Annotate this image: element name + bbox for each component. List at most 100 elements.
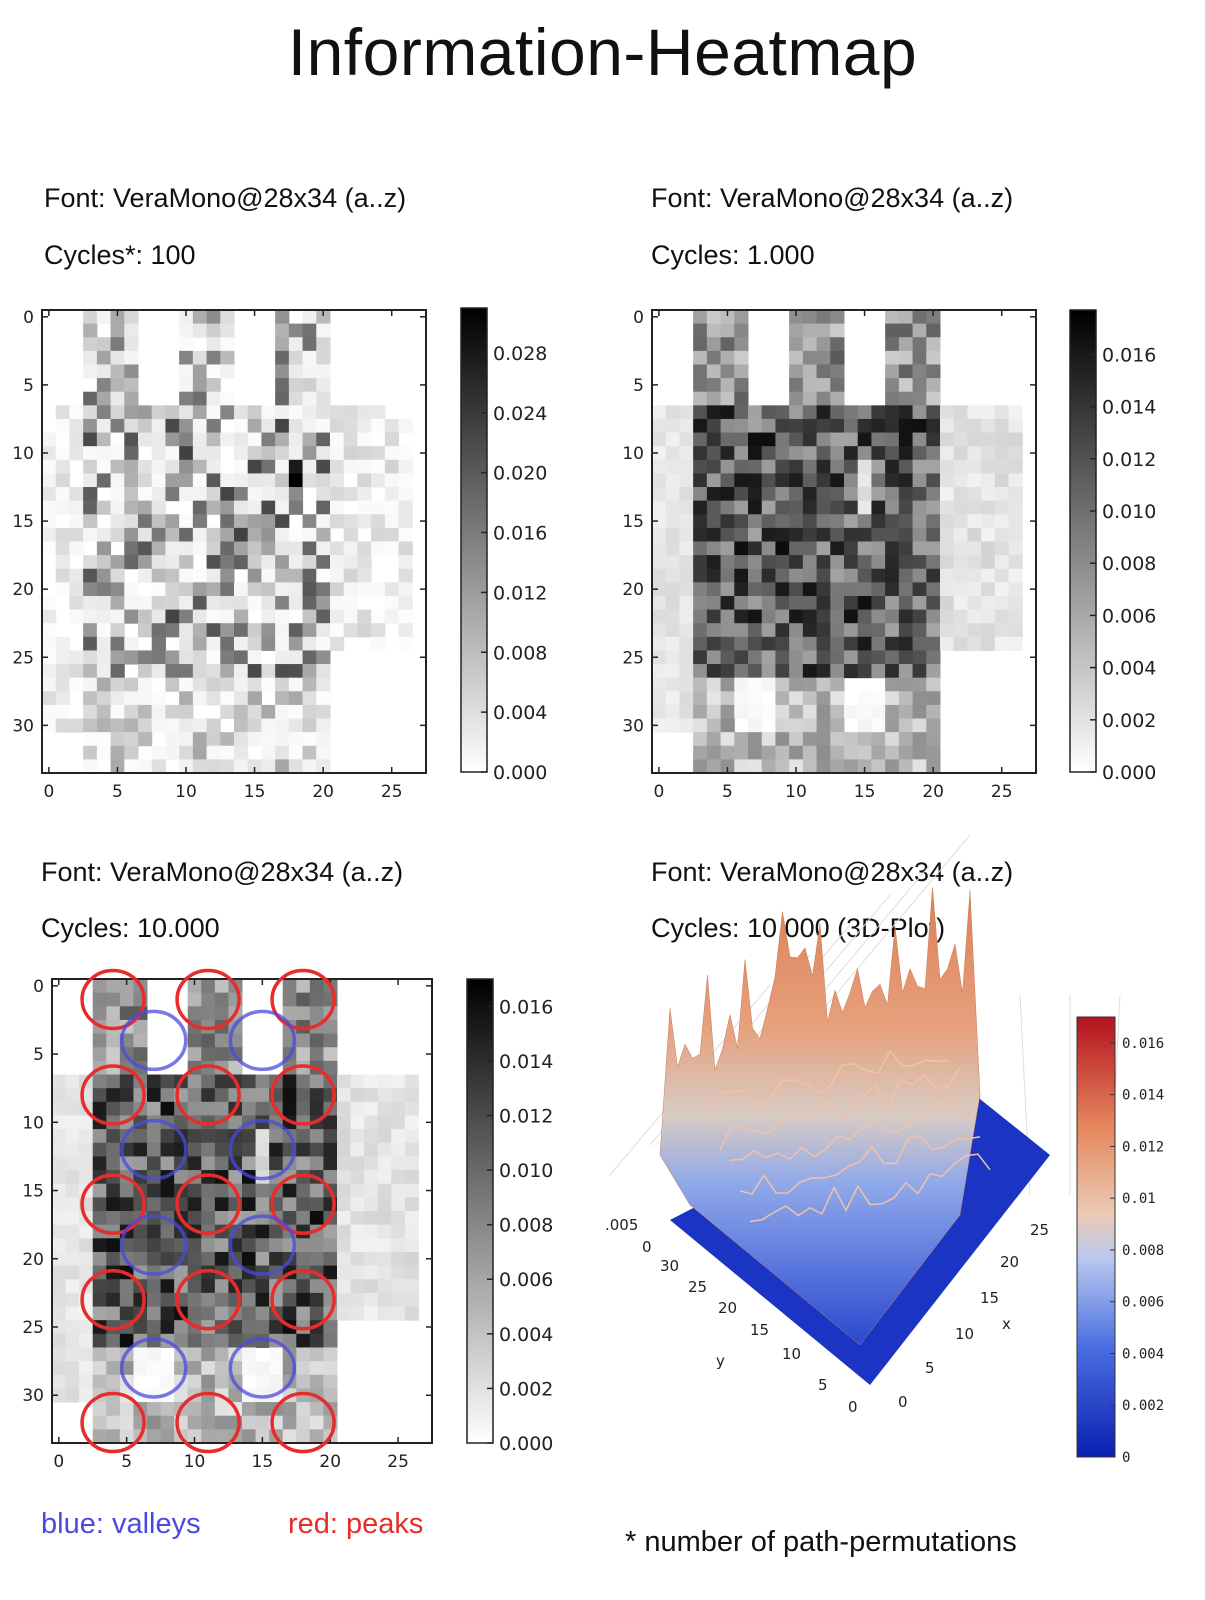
heatmap-cell [106, 1402, 121, 1417]
heatmap-cell [981, 555, 996, 570]
heatmap-cell [302, 759, 317, 774]
heatmap-cell [174, 1333, 189, 1348]
y-axis-label: y [716, 1352, 725, 1370]
heatmap-cell [201, 1279, 216, 1294]
heatmap-cell [748, 759, 763, 774]
heatmap-cell [885, 704, 900, 720]
heatmap-cell [871, 514, 886, 529]
heatmap-cell [789, 745, 804, 760]
heatmap-cell [179, 527, 194, 542]
heatmap-cell [898, 718, 914, 733]
heatmap-cell [926, 391, 941, 406]
heatmap-cell [350, 1197, 365, 1212]
heatmap-cell [261, 459, 276, 474]
heatmap-cell [296, 1088, 311, 1103]
heatmap-cell [179, 623, 194, 638]
heatmap-cell [377, 1265, 392, 1280]
heatmap-cell [912, 500, 927, 515]
heatmap-cell [42, 500, 57, 515]
heatmap-cell [1008, 595, 1023, 611]
heatmap-cell [994, 568, 1010, 583]
heatmap-cell [802, 555, 818, 570]
heatmap-cell [953, 473, 968, 488]
heatmap-cell [179, 636, 194, 651]
heatmap-cell [775, 568, 790, 583]
heatmap-cell [844, 487, 859, 502]
heatmap-cell [302, 418, 317, 434]
heatmap-cell [124, 759, 139, 774]
heatmap-cell [83, 745, 98, 760]
heatmap-cell [871, 745, 886, 760]
legend-valleys: blue: valleys [41, 1508, 201, 1540]
heatmap-cell [789, 595, 804, 611]
heatmap-cell [83, 527, 98, 542]
heatmap-cell [720, 418, 735, 434]
heatmap-cell [706, 350, 722, 365]
heatmap-cell [926, 323, 941, 338]
heatmap-cell [364, 1088, 379, 1103]
heatmap-cell [940, 500, 955, 515]
heatmap-cell [201, 1142, 216, 1157]
heatmap-cell [994, 595, 1010, 611]
heatmap-cell [288, 677, 304, 692]
heatmap-cell [65, 1374, 80, 1389]
heatmap-cell [234, 691, 249, 706]
heatmap-cell [83, 446, 98, 461]
heatmap-cell [110, 487, 125, 502]
heatmap-cell [201, 1211, 216, 1226]
heatmap-cell [160, 1361, 175, 1376]
heatmap-cell [371, 500, 386, 515]
heatmap-cell [138, 432, 153, 447]
colorbar-tick-label: 0.016 [499, 996, 553, 1018]
heatmap-cell [693, 677, 708, 692]
heatmap-cell [55, 405, 70, 420]
heatmap-cell [206, 446, 221, 461]
heatmap-cell [309, 1142, 324, 1157]
heatmap-cell [296, 1347, 311, 1362]
heatmap-cell [138, 459, 153, 474]
heatmap-cell [761, 732, 776, 747]
heatmap-cell [323, 1047, 338, 1062]
heatmap-cell [337, 1156, 352, 1171]
heatmap-cell [665, 418, 680, 434]
heatmap-cell [337, 1279, 352, 1294]
heatmap-cell [228, 1265, 243, 1280]
heatmap-cell [269, 1347, 284, 1362]
heatmap-cell [926, 677, 941, 692]
heatmap-cell [926, 691, 941, 706]
heatmap-cell [350, 1292, 365, 1308]
heatmap-cell [816, 718, 831, 733]
heatmap-cell [940, 609, 955, 624]
heatmap-cell [981, 609, 996, 624]
colorbar-tick-label: 0.020 [493, 463, 547, 485]
heatmap-cell [79, 1265, 94, 1280]
heatmap-cell [201, 1251, 216, 1267]
heatmap-cell [330, 446, 345, 461]
heatmap-cell [261, 595, 276, 611]
heatmap-cell [761, 432, 776, 447]
heatmap-cell [174, 1265, 189, 1280]
heatmap-cell [789, 664, 804, 679]
heatmap-cell [364, 1101, 379, 1116]
heatmap-cell [857, 595, 872, 611]
heatmap-cell [214, 979, 229, 994]
heatmap-cell [912, 745, 927, 760]
x-tick-label: 0 [43, 782, 54, 802]
heatmap-cell [288, 691, 304, 706]
heatmap-cell [261, 473, 276, 488]
heatmap-cell [398, 487, 413, 502]
heatmap-cell [857, 446, 872, 461]
heatmap-cell [275, 732, 290, 747]
heatmap-cell [242, 1238, 257, 1253]
heatmap-cell [106, 1033, 121, 1048]
heatmap-cell [160, 1074, 175, 1089]
heatmap-cell [192, 405, 208, 420]
heatmap-cell [844, 418, 859, 434]
heatmap-cell [234, 677, 249, 692]
heatmap-cell [206, 323, 221, 338]
heatmap-cell [228, 1333, 243, 1348]
heatmap-cell [187, 1415, 202, 1430]
heatmap-cell [844, 759, 859, 774]
heatmap-cell [802, 677, 818, 692]
heatmap-cell [316, 732, 331, 747]
